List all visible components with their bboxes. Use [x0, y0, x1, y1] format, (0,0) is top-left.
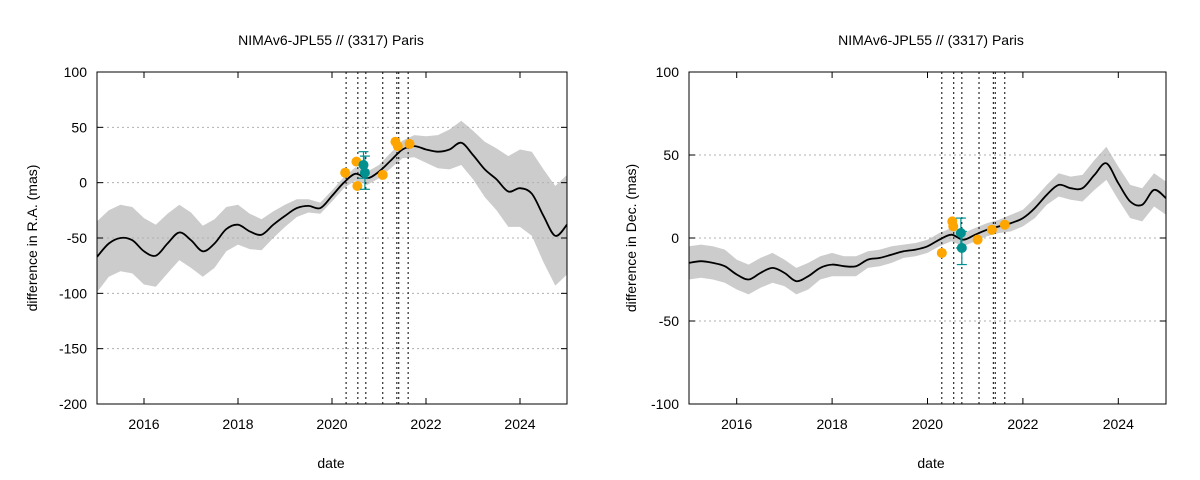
model-line [689, 162, 1166, 283]
uncertainty-band [97, 120, 567, 293]
x-tick-label-4: 2024 [504, 416, 535, 432]
observation-point-4 [986, 224, 997, 235]
observation-point-0 [340, 167, 351, 178]
chart-ra-ylabel: difference in R.A. (mas) [24, 165, 40, 312]
chart-dec: NIMAv6-JPL55 // (3317) Paris date differ… [623, 32, 1167, 471]
observation-point-2 [352, 180, 363, 191]
y-tick-label-6: -200 [59, 396, 87, 412]
x-tick-label-1: 2018 [817, 416, 848, 432]
y-tick-label-1: 50 [663, 147, 679, 163]
y-tick-label-2: 0 [79, 175, 87, 191]
y-tick-label-5: -150 [59, 341, 87, 357]
chart-dec-title: NIMAv6-JPL55 // (3317) Paris [838, 32, 1024, 48]
gaia-point-1 [956, 242, 967, 253]
x-tick-label-0: 2016 [721, 416, 752, 432]
observation-point-0 [936, 247, 947, 258]
y-tick-label-3: -50 [659, 313, 679, 329]
x-tick-label-1: 2018 [222, 416, 253, 432]
x-tick-label-4: 2024 [1103, 416, 1134, 432]
gaia-point-0 [358, 159, 369, 170]
x-tick-label-3: 2022 [410, 416, 441, 432]
y-tick-label-1: 50 [71, 119, 87, 135]
x-tick-label-3: 2022 [1007, 416, 1038, 432]
plot-area [97, 72, 567, 404]
observation-point-5 [392, 141, 403, 152]
uncertainty-band [689, 146, 1166, 295]
y-tick-label-4: -100 [651, 396, 679, 412]
y-tick-label-3: -50 [67, 230, 87, 246]
chart-ra: NIMAv6-JPL55 // (3317) Paris date differ… [24, 32, 568, 471]
y-tick-label-2: 0 [671, 230, 679, 246]
observation-point-6 [404, 138, 415, 149]
y-tick-label-0: 100 [64, 64, 88, 80]
model-line [97, 141, 567, 258]
x-tick-label-2: 2020 [316, 416, 347, 432]
gaia-point-1 [359, 167, 370, 178]
chart-ra-title: NIMAv6-JPL55 // (3317) Paris [238, 32, 424, 48]
y-tick-label-0: 100 [656, 64, 680, 80]
x-tick-label-2: 2020 [912, 416, 943, 432]
observation-point-2 [948, 221, 959, 232]
gaia-point-0 [955, 228, 966, 239]
y-tick-label-4: -100 [59, 285, 87, 301]
observation-point-3 [972, 234, 983, 245]
x-tick-label-0: 2016 [128, 416, 159, 432]
observation-point-3 [377, 169, 388, 180]
chart-dec-xlabel: date [917, 455, 944, 471]
chart-dec-ylabel: difference in Dec. (mas) [623, 164, 639, 312]
chart-ra-xlabel: date [317, 455, 344, 471]
observation-point-5 [999, 219, 1010, 230]
plot-area [689, 72, 1166, 404]
